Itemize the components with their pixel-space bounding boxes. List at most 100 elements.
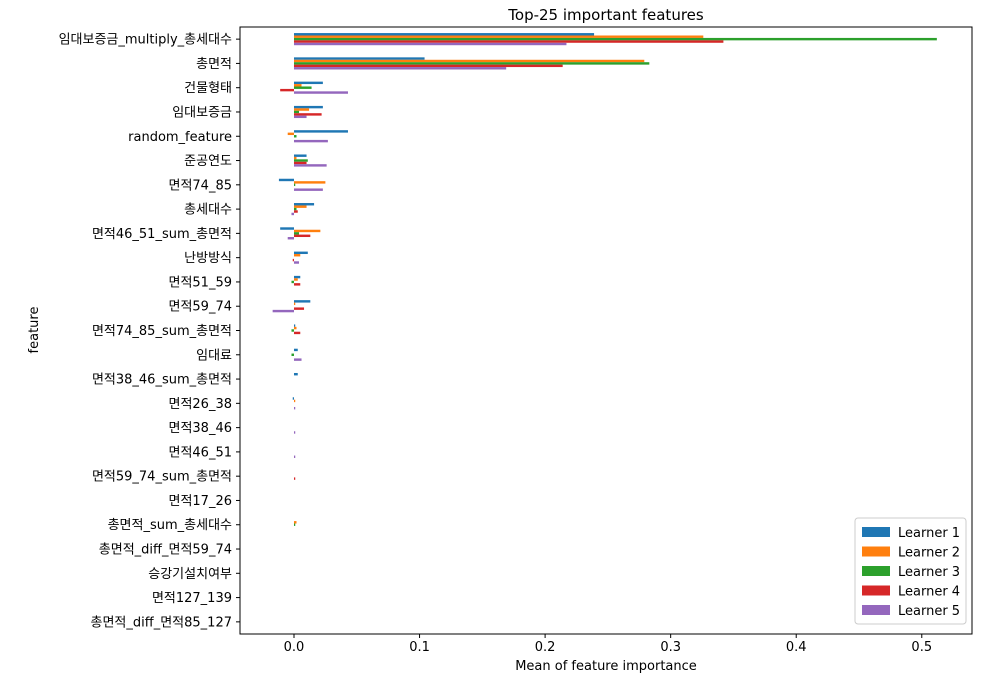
legend-label: Learner 4 [898,585,960,600]
y-tick-label: 면적127_139 [152,591,232,606]
legend: Learner 1 Learner 2 Learner 3 Learner 4 Lear… [854,517,967,625]
y-tick-label: 준공연도 [184,154,232,169]
bar-2-learner-1 [293,57,425,60]
legend-label: Learner 2 [898,546,960,561]
bar-8-learner-5 [291,212,294,216]
bar-7-learner-1 [278,178,294,182]
y-tick-label: 총면적 [196,57,232,72]
bar-9-learner-2 [293,229,321,233]
x-ticks-layer: 0.0 0.1 0.2 0.3 0.4 0.5 [284,634,932,655]
y-tick-label: 총면적_diff_면적85_127 [91,615,232,630]
legend-swatch [862,566,890,576]
bar-14-learner-3 [291,353,294,356]
y-tick-label: 건물형태 [184,81,232,96]
legend-swatch [862,585,890,596]
bar-16-learner-1 [292,397,294,400]
bar-6-learner-3 [293,159,308,162]
bar-19-learner-4 [293,477,296,480]
bar-10-learner-2 [293,254,301,257]
bar-2-learner-4 [293,64,563,68]
bar-3-learner-2 [293,84,302,87]
legend-frame [854,517,967,625]
bar-13-learner-4 [293,331,301,335]
bar-16-learner-5 [293,406,296,410]
bar-5-learner-1 [293,130,348,133]
bar-4-learner-5 [293,115,307,119]
legend-swatch [862,605,890,615]
y-tick-label: 총면적_sum_총세대수 [108,518,232,533]
bar-13-learner-1 [293,324,296,327]
bar-14-learner-1 [293,348,298,352]
legend-label: Learner 1 [898,526,960,541]
bar-4-learner-3 [293,110,300,114]
y-tick-label: 면적38_46_sum_총면적 [92,373,232,388]
bar-2-learner-3 [293,62,650,65]
bar-6-learner-5 [293,164,327,167]
bar-2-learner-2 [293,59,645,63]
y-tick-label: 면적17_26 [168,494,232,509]
bar-8-learner-4 [293,210,298,213]
x-tick-label: 0.0 [284,640,305,655]
x-tick-label: 0.4 [786,640,807,655]
y-tick-label: 면적59_74_sum_총면적 [92,470,232,485]
y-tick-label: 면적26_38 [168,397,232,412]
bar-4-learner-4 [293,113,322,116]
bar-18-learner-5 [293,455,296,458]
bar-9-learner-4 [293,234,311,238]
bar-5-learner-2 [287,132,294,136]
bar-9-learner-5 [287,237,294,240]
bars-layer [272,33,937,526]
bar-1-learner-1 [293,33,595,36]
x-tick-label: 0.1 [409,640,430,655]
y-tick-label: 임대료 [196,348,232,363]
bar-8-learner-2 [293,205,307,208]
y-tick-label: 총세대수 [184,203,232,218]
y-tick-label: random_feature [128,130,232,145]
bar-14-learner-5 [293,358,302,361]
y-tick-label: 면적74_85 [168,178,232,193]
bar-10-learner-5 [293,261,300,264]
bar-3-learner-4 [280,88,294,92]
bar-1-learner-3 [293,37,937,41]
bar-9-learner-3 [293,232,300,235]
bar-21-learner-3 [293,523,296,526]
bar-13-learner-2 [293,326,297,330]
bar-9-learner-1 [280,227,294,230]
y-tick-label: 면적74_85_sum_총면적 [92,324,232,339]
bar-1-learner-5 [293,42,567,46]
bar-11-learner-3 [291,280,294,284]
legend-swatch [862,527,890,537]
bar-6-learner-1 [293,154,307,157]
bar-3-learner-5 [293,91,348,94]
bar-11-learner-1 [293,275,301,279]
bar-21-learner-2 [293,521,297,524]
bar-8-learner-1 [293,203,315,206]
bar-8-learner-3 [293,207,297,211]
bar-5-learner-3 [293,135,297,138]
y-tick-label: 면적38_46 [168,421,232,436]
bar-12-learner-1 [293,300,311,303]
legend-label: Learner 5 [898,604,960,619]
bar-7-learner-2 [293,181,326,184]
y-tick-label: 승강기설치여부 [148,567,232,582]
bar-6-learner-4 [293,161,307,165]
bar-10-learner-1 [293,251,308,255]
y-tick-label: 면적51_59 [168,275,232,290]
chart-title: Top-25 important features [507,6,704,24]
legend-label: Learner 3 [898,565,960,580]
bar-11-learner-4 [293,283,301,286]
y-axis-label: feature [27,307,42,354]
bar-12-learner-5 [272,309,294,313]
bar-12-learner-4 [293,307,305,310]
x-tick-label: 0.3 [660,640,681,655]
bar-1-learner-4 [293,40,724,43]
x-tick-label: 0.2 [535,640,556,655]
bar-12-learner-2 [293,302,296,306]
bar-13-learner-3 [291,329,294,332]
bar-4-learner-1 [293,105,323,109]
bar-10-learner-4 [292,258,294,262]
x-tick-label: 0.5 [911,640,932,655]
